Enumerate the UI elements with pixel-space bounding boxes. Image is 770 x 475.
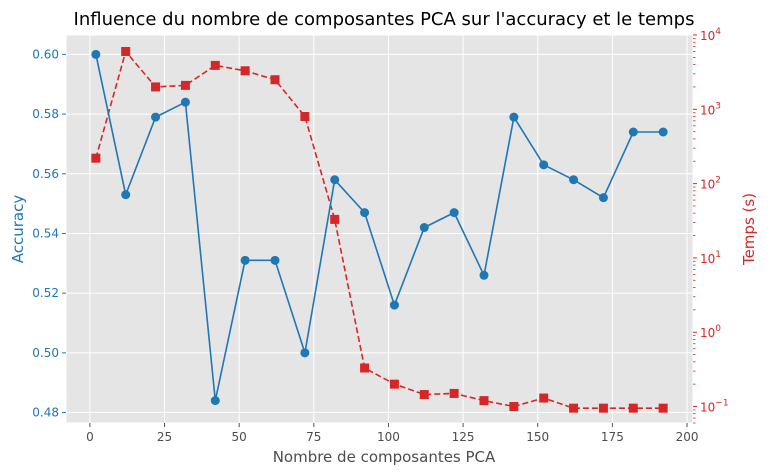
right-y-tick-label: 101 [700, 250, 721, 266]
accuracy-point [270, 255, 280, 265]
grid [66, 35, 693, 423]
x-axis-label: Nombre de composantes PCA [273, 448, 496, 466]
x-tick-label: 100 [377, 430, 400, 444]
x-tick-label: 125 [452, 430, 475, 444]
right-y-tick-label: 103 [700, 101, 721, 117]
left-y-tick-label: 0.50 [32, 346, 59, 360]
left-y-axis-ticks: 0.48 0.50 0.52 0.54 0.56 0.58 0.60 [32, 47, 66, 420]
time-point [180, 80, 190, 90]
accuracy-line [95, 54, 664, 401]
accuracy-point [419, 223, 429, 233]
left-y-tick-label: 0.60 [32, 47, 59, 61]
accuracy-point [360, 208, 370, 218]
time-point [330, 214, 340, 224]
accuracy-point [300, 348, 310, 358]
accuracy-point [240, 255, 250, 265]
time-point [479, 396, 489, 406]
time-point [210, 60, 220, 70]
accuracy-point [180, 97, 190, 107]
accuracy-point [121, 190, 131, 200]
accuracy-point [210, 396, 220, 406]
left-y-tick-label: 0.48 [32, 406, 59, 420]
x-tick-label: 150 [526, 430, 549, 444]
x-tick-label: 75 [306, 430, 321, 444]
time-point [598, 403, 608, 413]
series-accuracy [91, 49, 668, 406]
right-y-tick-label: 104 [700, 27, 721, 43]
time-point [628, 403, 638, 413]
time-point [300, 112, 310, 122]
accuracy-point [449, 208, 459, 218]
accuracy-point [91, 49, 101, 59]
axes-frame [65, 34, 694, 424]
series-time [91, 46, 668, 413]
accuracy-point [389, 300, 399, 310]
plot-area [66, 35, 693, 423]
left-y-axis-label: Accuracy [9, 195, 27, 264]
accuracy-point [598, 193, 608, 203]
accuracy-point [509, 112, 519, 122]
left-y-tick-label: 0.54 [32, 226, 59, 240]
accuracy-point [658, 127, 668, 137]
time-point [389, 379, 399, 389]
accuracy-point [479, 270, 489, 280]
x-tick-label: 50 [232, 430, 247, 444]
accuracy-point [628, 127, 638, 137]
time-point [360, 363, 370, 373]
left-y-tick-label: 0.56 [32, 167, 59, 181]
time-point [569, 403, 579, 413]
time-point [449, 388, 459, 398]
right-y-axis-label: Temps (s) [740, 193, 758, 266]
x-tick-label: 200 [676, 430, 699, 444]
time-point [658, 403, 668, 413]
x-axis-ticks: 0 25 50 75 100 125 150 175 200 [86, 423, 698, 444]
right-y-axis-ticks: 10−1 100 101 102 103 104 [693, 27, 729, 424]
time-point [539, 393, 549, 403]
right-y-tick-label: 102 [700, 176, 721, 192]
accuracy-point [569, 175, 579, 185]
accuracy-point [151, 112, 161, 122]
x-tick-label: 0 [86, 430, 94, 444]
chart-title: Influence du nombre de composantes PCA s… [74, 9, 695, 30]
accuracy-point [539, 160, 549, 170]
time-point [419, 390, 429, 400]
time-point [240, 66, 250, 76]
time-line [95, 49, 664, 410]
time-point [121, 46, 131, 56]
x-tick-label: 175 [601, 430, 624, 444]
x-tick-label: 25 [157, 430, 172, 444]
time-point [509, 402, 519, 412]
time-point [270, 75, 280, 85]
right-y-tick-label: 100 [700, 324, 721, 340]
time-point [91, 153, 101, 163]
left-y-tick-label: 0.52 [32, 286, 59, 300]
time-point [151, 82, 161, 92]
left-y-tick-label: 0.58 [32, 107, 59, 121]
accuracy-point [330, 175, 340, 185]
right-y-tick-label: 10−1 [700, 399, 729, 415]
